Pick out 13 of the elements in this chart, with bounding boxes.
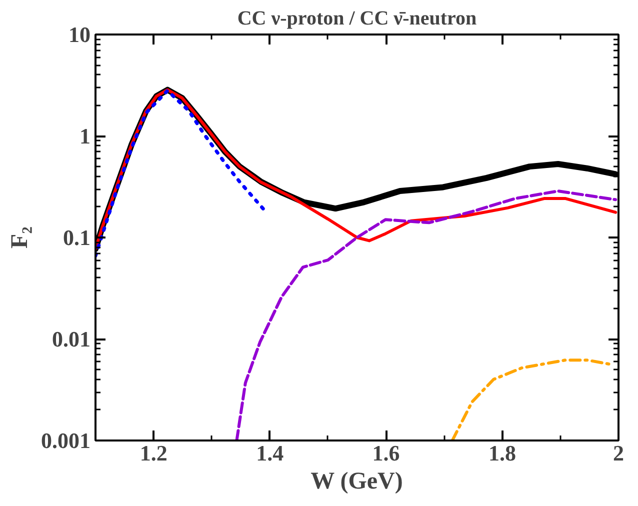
x-tick-label: 1.8 — [488, 440, 516, 466]
x-tick-label: 1.6 — [372, 440, 400, 466]
x-tick-label: 1.4 — [256, 440, 284, 466]
y-axis-title: F₂ — [7, 226, 33, 248]
y-tick-label: 0.001 — [41, 428, 90, 453]
chart-title: CC ν-proton / CC ν̄-neutron — [237, 8, 477, 30]
y-tick-label: 10 — [68, 22, 90, 47]
y-tick-label: 1 — [80, 124, 90, 148]
x-tick-label: 2 — [613, 440, 624, 466]
y-tick-label: 0.1 — [63, 225, 90, 250]
x-tick-label: 1.2 — [140, 440, 168, 466]
x-axis-title: W (GeV) — [310, 468, 403, 494]
y-tick-label: 0.01 — [52, 326, 90, 352]
